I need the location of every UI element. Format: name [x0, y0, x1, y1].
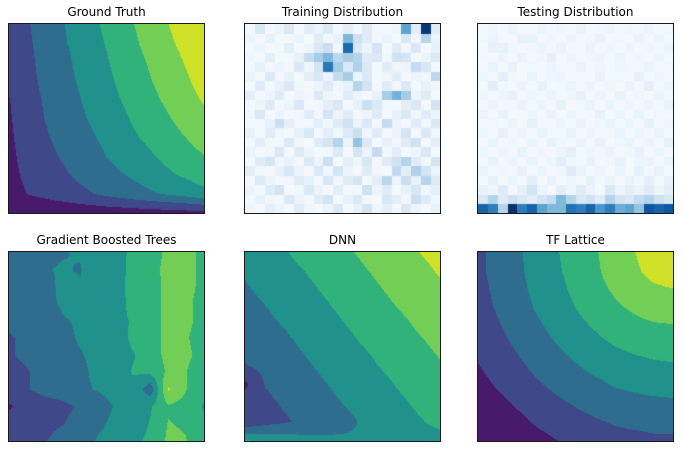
subplot-training-distribution: Training Distribution — [244, 3, 441, 214]
subplot-testing-distribution: Testing Distribution — [477, 3, 674, 214]
plot-title-dnn: DNN — [328, 233, 357, 247]
dnn-contour-plot — [245, 252, 440, 441]
axes-box-ground-truth — [8, 23, 205, 214]
ground-truth-contour-plot — [9, 24, 204, 213]
plot-title-ground-truth: Ground Truth — [67, 5, 146, 19]
plot-title-testing-distribution: Testing Distribution — [517, 5, 634, 19]
subplot-tf-lattice: TF Lattice — [477, 231, 674, 442]
axes-box-testing-distribution — [477, 23, 674, 214]
plot-title-training-distribution: Training Distribution — [281, 5, 404, 19]
axes-box-training-distribution — [244, 23, 441, 214]
subplot-ground-truth: Ground Truth — [8, 3, 205, 214]
axes-box-gradient-boosted-trees — [8, 251, 205, 442]
subplot-gradient-boosted-trees: Gradient Boosted Trees — [8, 231, 205, 442]
testing-distribution-heatmap — [478, 24, 673, 213]
plot-title-tf-lattice: TF Lattice — [546, 233, 605, 247]
subplot-dnn: DNN — [244, 231, 441, 442]
tf-lattice-contour-plot — [478, 252, 673, 441]
plot-title-gradient-boosted-trees: Gradient Boosted Trees — [36, 233, 177, 247]
axes-box-tf-lattice — [477, 251, 674, 442]
training-distribution-heatmap — [245, 24, 440, 213]
axes-box-dnn — [244, 251, 441, 442]
gradient-boosted-trees-contour-plot — [9, 252, 204, 441]
